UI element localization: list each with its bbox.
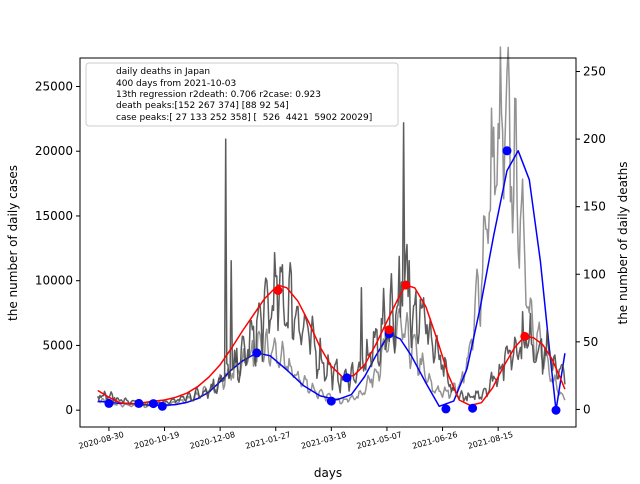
y-left-tick-label: 20000 <box>35 144 73 158</box>
legend: daily deaths in Japan 400 days from 2021… <box>85 62 399 127</box>
legend-line-title: daily deaths in Japan <box>116 67 210 77</box>
y-right-tick-label: 200 <box>583 132 606 146</box>
y-left-tick-label: 5000 <box>42 338 73 352</box>
legend-box <box>85 62 399 127</box>
y-right-tick-label: 0 <box>583 402 591 416</box>
x-axis-label: days <box>314 466 342 480</box>
death-peak-marker <box>520 331 530 341</box>
case-valley-marker <box>342 373 352 383</box>
legend-line-regression: 13th regression r2death: 0.706 r2case: 0… <box>116 90 321 100</box>
y-right-tick-label: 150 <box>583 200 606 214</box>
y-right-tick-label: 250 <box>583 65 606 79</box>
y-left-tick-label: 15000 <box>35 209 73 223</box>
plot-frame <box>79 57 577 428</box>
marker-layer <box>104 146 561 415</box>
case-valley-marker <box>157 401 167 411</box>
y-right-tick-label: 50 <box>583 335 598 349</box>
y-axis-left: 0 5000 10000 15000 20000 25000 <box>35 79 80 417</box>
death-peak-marker <box>401 280 411 290</box>
series-case-regression <box>97 150 566 411</box>
case-valley-marker <box>148 399 158 409</box>
y-axis-right-label: the number of daily deaths <box>616 161 630 324</box>
y-axis-right: 0 50 100 150 200 250 <box>576 65 606 416</box>
case-peak-marker <box>502 146 512 156</box>
case-valley-marker <box>468 403 478 413</box>
case-valley-marker <box>326 396 336 406</box>
case-peak-marker <box>134 398 144 408</box>
legend-line-range: 400 days from 2021-10-03 <box>116 79 236 89</box>
death-peak-marker <box>273 286 283 295</box>
case-valley-marker <box>104 398 114 408</box>
legend-line-death-peaks: death peaks:[152 267 374] [88 92 54] <box>116 101 289 111</box>
y-left-tick-label: 0 <box>65 403 73 417</box>
case-valley-marker <box>551 405 561 415</box>
case-valley-marker <box>441 404 451 414</box>
case-peak-marker <box>252 348 262 358</box>
y-right-tick-label: 100 <box>583 267 606 281</box>
y-axis-left-label: the number of daily cases <box>6 165 20 321</box>
legend-line-case-peaks: case peaks:[ 27 133 252 358] [ 526 4421 … <box>116 113 372 123</box>
y-left-tick-label: 10000 <box>35 274 73 288</box>
death-extra-marker <box>384 325 394 335</box>
y-left-tick-label: 25000 <box>35 79 73 93</box>
